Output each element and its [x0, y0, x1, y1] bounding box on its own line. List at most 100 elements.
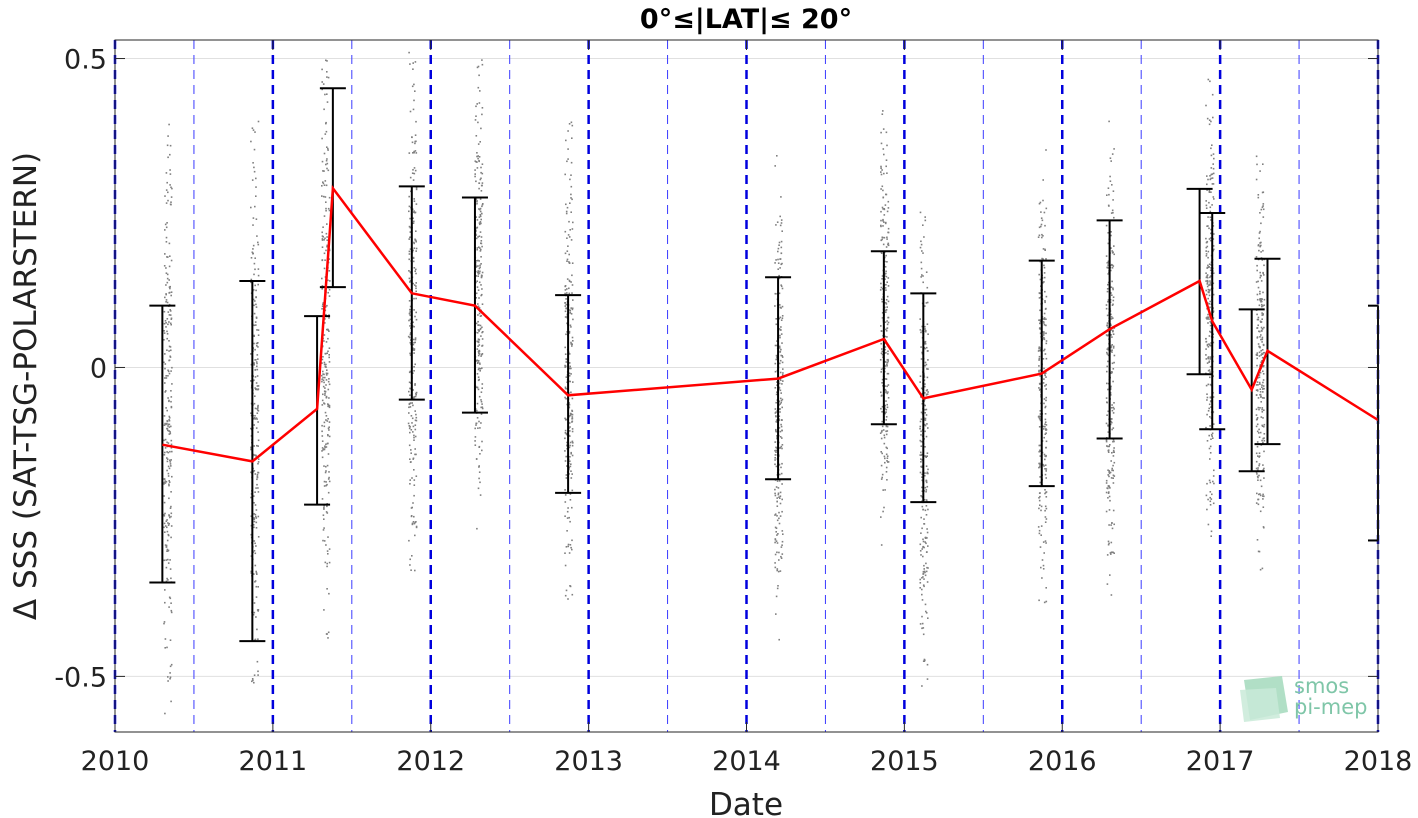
- scatter-point: [1212, 272, 1215, 274]
- scatter-point: [327, 418, 329, 420]
- scatter-point: [1261, 338, 1263, 340]
- scatter-point: [882, 196, 885, 199]
- scatter-point: [1106, 324, 1108, 327]
- scatter-point: [779, 215, 781, 218]
- scatter-point: [477, 341, 480, 344]
- scatter-point: [413, 241, 415, 244]
- scatter-point: [323, 373, 325, 376]
- scatter-point: [883, 436, 886, 439]
- scatter-point: [478, 350, 481, 353]
- scatter-point: [328, 295, 331, 297]
- scatter-point: [255, 317, 258, 319]
- scatter-point: [885, 270, 887, 273]
- scatter-point: [169, 310, 172, 312]
- scatter-point: [880, 395, 883, 397]
- scatter-point: [1108, 471, 1110, 473]
- scatter-point: [570, 391, 572, 394]
- scatter-point: [564, 289, 567, 291]
- scatter-point: [920, 267, 923, 270]
- scatter-point: [1040, 211, 1042, 213]
- scatter-point: [1205, 494, 1208, 497]
- scatter-point: [322, 385, 325, 388]
- scatter-point: [257, 536, 260, 538]
- scatter-point: [476, 200, 478, 203]
- scatter-point: [925, 455, 927, 458]
- scatter-point: [475, 135, 478, 137]
- scatter-point: [169, 507, 172, 509]
- scatter-point: [925, 499, 928, 501]
- scatter-point: [481, 163, 484, 165]
- scatter-point: [1043, 332, 1045, 335]
- scatter-point: [166, 460, 169, 463]
- scatter-point: [884, 287, 887, 289]
- scatter-point: [478, 324, 480, 326]
- scatter-point: [324, 306, 327, 308]
- scatter-point: [256, 476, 259, 479]
- scatter-point: [324, 392, 326, 395]
- scatter-point: [1258, 428, 1260, 431]
- scatter-point: [569, 312, 571, 314]
- scatter-point: [883, 153, 885, 156]
- scatter-point: [885, 159, 888, 161]
- scatter-point: [254, 454, 256, 456]
- scatter-point: [413, 522, 416, 525]
- scatter-point: [885, 254, 887, 257]
- scatter-point: [1262, 352, 1265, 354]
- scatter-point: [883, 214, 886, 216]
- scatter-point: [414, 338, 417, 341]
- scatter-point: [408, 250, 411, 253]
- chart-title: 0°≤|LAT|≤ 20°: [640, 4, 852, 35]
- scatter-point: [1037, 526, 1040, 528]
- scatter-point: [1112, 455, 1115, 457]
- scatter-point: [1038, 347, 1040, 350]
- scatter-point: [919, 329, 922, 331]
- scatter-point: [1260, 485, 1263, 488]
- scatter-point: [164, 601, 166, 604]
- scatter-point: [1263, 387, 1265, 390]
- scatter-point: [477, 265, 479, 267]
- scatter-point: [569, 430, 571, 432]
- scatter-point: [886, 336, 888, 338]
- scatter-point: [1260, 349, 1262, 352]
- scatter-point: [321, 235, 324, 237]
- scatter-point: [170, 405, 173, 408]
- scatter-point: [479, 223, 481, 226]
- scatter-point: [253, 520, 256, 523]
- scatter-point: [1039, 320, 1042, 323]
- scatter-point: [1260, 208, 1263, 211]
- scatter-point: [479, 221, 482, 223]
- scatter-point: [1109, 499, 1111, 502]
- scatter-point: [170, 349, 172, 352]
- scatter-point: [476, 286, 479, 288]
- scatter-point: [567, 598, 569, 600]
- scatter-point: [169, 322, 172, 325]
- scatter-point: [1109, 471, 1112, 474]
- scatter-point: [1105, 304, 1108, 306]
- scatter-point: [1108, 475, 1110, 478]
- scatter-point: [1045, 149, 1047, 151]
- scatter-point: [409, 236, 411, 239]
- scatter-point: [325, 232, 328, 235]
- scatter-point: [1107, 424, 1109, 426]
- scatter-point: [775, 354, 778, 357]
- scatter-point: [921, 351, 923, 354]
- scatter-point: [254, 504, 257, 506]
- scatter-point: [1260, 334, 1262, 336]
- scatter-point: [1106, 370, 1108, 373]
- scatter-point: [775, 428, 777, 431]
- scatter-point: [1043, 398, 1046, 400]
- scatter-point: [1045, 428, 1047, 430]
- scatter-point: [570, 341, 572, 344]
- scatter-point: [479, 210, 482, 213]
- scatter-point: [1043, 425, 1045, 428]
- scatter-point: [255, 359, 257, 361]
- scatter-point: [170, 196, 173, 198]
- scatter-point: [253, 540, 256, 542]
- scatter-point: [409, 333, 412, 336]
- scatter-point: [411, 172, 414, 174]
- scatter-point: [324, 446, 326, 449]
- scatter-point: [324, 365, 327, 368]
- scatter-point: [1255, 414, 1258, 416]
- scatter-point: [775, 613, 777, 615]
